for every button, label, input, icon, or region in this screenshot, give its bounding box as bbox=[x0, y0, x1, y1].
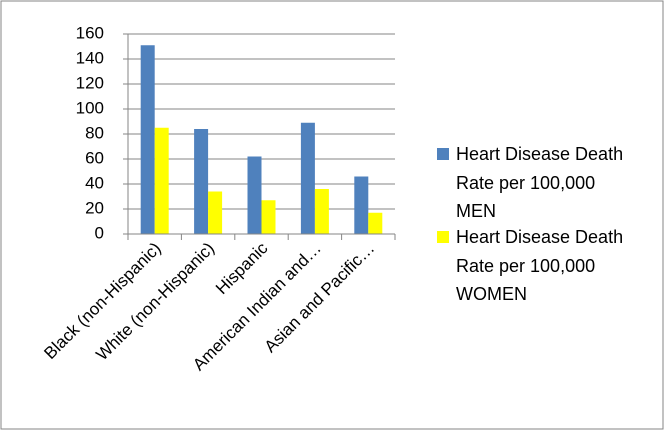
y-tick-label: 160 bbox=[76, 23, 104, 42]
bar bbox=[314, 189, 329, 234]
legend-swatch bbox=[437, 231, 449, 243]
bar bbox=[194, 129, 209, 234]
legend-label: Heart Disease Death Rate per 100,000 MEN bbox=[456, 144, 624, 221]
bar bbox=[368, 212, 383, 234]
legend-item: Heart Disease Death Rate per 100,000 MEN bbox=[456, 144, 624, 221]
y-tick-label: 0 bbox=[95, 223, 104, 242]
bar bbox=[154, 127, 169, 234]
legend-item: Heart Disease Death Rate per 100,000 WOM… bbox=[456, 227, 624, 304]
legend-swatch bbox=[437, 148, 449, 160]
bar bbox=[261, 200, 276, 234]
y-tick-label: 20 bbox=[85, 198, 104, 217]
legend-label: Heart Disease Death Rate per 100,000 WOM… bbox=[456, 227, 624, 304]
y-tick-label: 40 bbox=[85, 173, 104, 192]
bar bbox=[354, 176, 369, 234]
y-tick-label: 120 bbox=[76, 73, 104, 92]
bar bbox=[247, 156, 262, 234]
bar bbox=[208, 191, 223, 234]
y-tick-label: 140 bbox=[76, 48, 104, 67]
y-tick-label: 60 bbox=[85, 148, 104, 167]
y-tick-label: 80 bbox=[85, 123, 104, 142]
y-tick-label: 100 bbox=[76, 98, 104, 117]
bar bbox=[140, 45, 155, 234]
bar bbox=[300, 122, 315, 234]
